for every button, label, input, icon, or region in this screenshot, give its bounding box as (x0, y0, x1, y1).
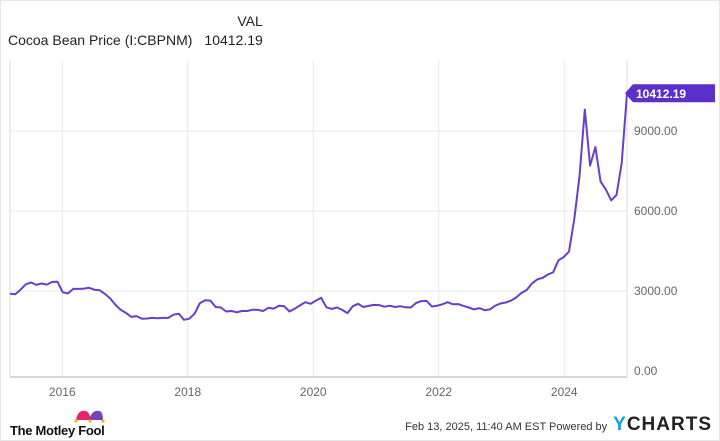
y-tick-label: 0.00 (634, 364, 658, 378)
y-tick-label: 6000.00 (634, 204, 678, 218)
x-tick-label: 2018 (174, 385, 201, 399)
x-tick-label: 2024 (551, 385, 578, 399)
powered-by-text: Powered by (549, 421, 608, 433)
last-value-tag-text: 10412.19 (636, 87, 686, 101)
legend-series-name[interactable]: Cocoa Bean Price (I:CBPNM) (8, 32, 193, 48)
legend: VAL Cocoa Bean Price (I:CBPNM) 10412.19 (8, 13, 263, 48)
footer-right: Feb 13, 2025, 11:40 AM EST Powered by YC… (405, 414, 712, 436)
motley-fool-logo: The Motley Fool (10, 423, 105, 438)
ycharts-logo-y: Y (613, 414, 627, 435)
y-tick-label: 9000.00 (634, 124, 678, 138)
last-value-tag: 10412.19 (625, 84, 715, 103)
timestamp-text: Feb 13, 2025, 11:40 AM EST (405, 421, 546, 433)
ycharts-logo[interactable]: YCHARTS (613, 414, 712, 436)
legend-series-value: 10412.19 (204, 32, 263, 48)
x-tick-label: 2022 (425, 385, 452, 399)
x-tick-label: 2020 (300, 385, 327, 399)
motley-fool-jester-hat-icon (74, 410, 105, 423)
legend-column-header: VAL (237, 13, 263, 29)
series-line[interactable] (9, 93, 628, 321)
x-tick-label: 2016 (49, 385, 76, 399)
footer-timestamp: Feb 13, 2025, 11:40 AM EST Powered by (405, 417, 607, 433)
y-tick-label: 3000.00 (634, 284, 678, 298)
last-value-tag-shape (625, 84, 715, 103)
ycharts-logo-text: CHARTS (626, 414, 712, 435)
